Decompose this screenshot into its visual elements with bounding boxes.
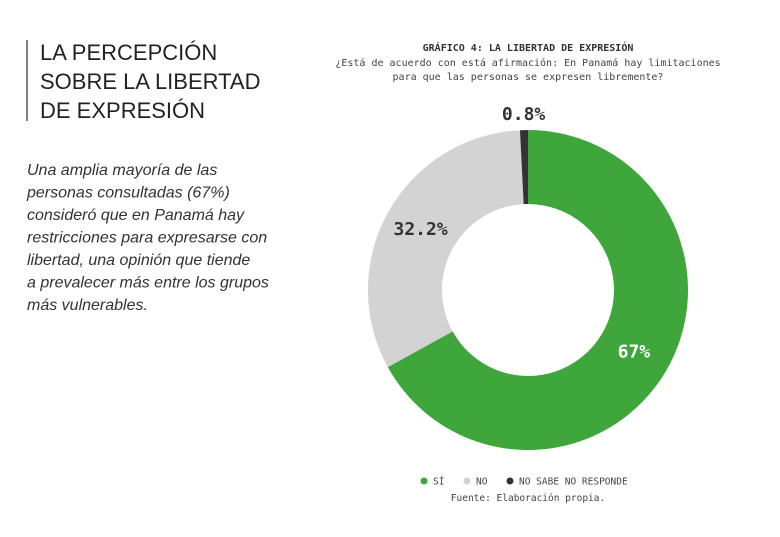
donut-slice [368, 130, 524, 368]
heading-line: LA PERCEPCIÓN [40, 40, 217, 65]
heading-line: SOBRE LA LIBERTAD [40, 69, 261, 94]
body-line: a prevalecer más entre los grupos [27, 275, 269, 292]
value-label: 67% [618, 342, 651, 363]
legend-marker [506, 477, 514, 485]
heading-line: DE EXPRESIÓN [40, 98, 205, 123]
chart-subtitle: para que las personas se expresen librem… [393, 72, 664, 83]
body-line: Una amplia mayoría de las [27, 162, 217, 179]
legend-label: NO SABE NO RESPONDE [519, 477, 628, 488]
donut-slice [387, 130, 688, 450]
body-line: libertad, una opinión que tiende [27, 252, 250, 269]
legend-marker [463, 477, 471, 485]
value-label: 32.2% [393, 219, 447, 240]
value-label: 0.8% [502, 104, 546, 125]
chart: GRÁFICO 4: LA LIBERTAD DE EXPRESIÓN ¿Está… [335, 41, 720, 504]
body-line: más vulnerables. [27, 297, 148, 314]
body-line: personas consultadas (67%) [26, 185, 230, 202]
left-column: LA PERCEPCIÓN SOBRE LA LIBERTAD DE EXPRESI… [26, 40, 269, 314]
legend-label: SÍ [433, 476, 444, 488]
donut-slice [519, 130, 528, 205]
source: Fuente: Elaboración propia. [451, 493, 605, 504]
chart-title: GRÁFICO 4: LA LIBERTAD DE EXPRESIÓN [423, 41, 634, 54]
chart-subtitle: ¿Está de acuerdo con está afirmación: En… [335, 57, 720, 69]
body-line: restricciones para expresarse con [27, 230, 267, 247]
body-line: consideró que en Panamá hay [27, 207, 245, 224]
legend-label: NO [476, 477, 488, 488]
legend-marker [420, 477, 428, 485]
